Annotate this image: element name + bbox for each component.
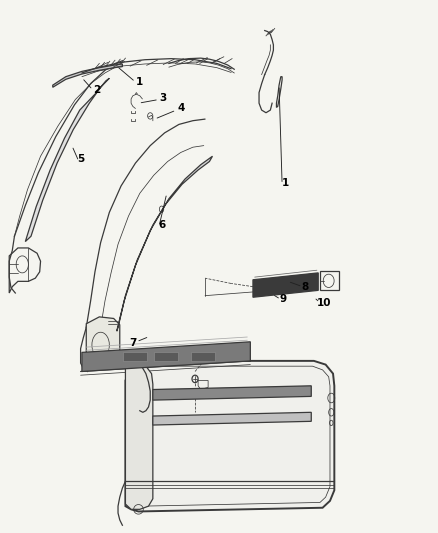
- Polygon shape: [253, 273, 318, 297]
- Text: 9: 9: [280, 294, 287, 304]
- Bar: [191, 352, 215, 361]
- Polygon shape: [153, 413, 311, 425]
- Text: 1: 1: [136, 77, 143, 87]
- Polygon shape: [125, 361, 334, 512]
- Polygon shape: [153, 386, 311, 400]
- Polygon shape: [86, 317, 120, 370]
- Polygon shape: [25, 78, 110, 241]
- Polygon shape: [53, 64, 122, 87]
- Bar: [154, 352, 178, 361]
- Text: 6: 6: [158, 220, 165, 230]
- Bar: [123, 352, 147, 361]
- Text: 7: 7: [129, 338, 137, 349]
- Text: 3: 3: [160, 93, 167, 103]
- Text: 1: 1: [282, 177, 289, 188]
- Text: 10: 10: [317, 297, 332, 308]
- Text: 8: 8: [301, 281, 309, 292]
- Text: 5: 5: [77, 155, 84, 164]
- Polygon shape: [82, 342, 251, 372]
- Polygon shape: [117, 156, 212, 331]
- Text: 2: 2: [93, 85, 100, 95]
- Text: 4: 4: [177, 103, 184, 114]
- Polygon shape: [125, 359, 153, 510]
